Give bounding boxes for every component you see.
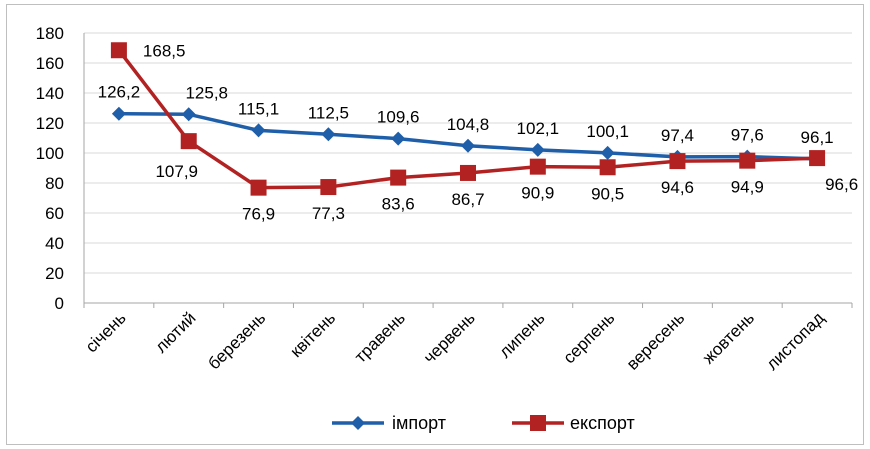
chart-frame: [6, 4, 864, 445]
data-label-export: 168,5: [143, 41, 186, 60]
y-tick-label: 140: [36, 84, 64, 103]
square-marker: [250, 179, 267, 196]
square-marker: [460, 164, 476, 181]
diamond-marker: [461, 138, 475, 153]
data-label-import: 112,5: [308, 103, 349, 122]
y-tick-label: 20: [45, 264, 64, 283]
gridlines: [84, 32, 852, 274]
x-tick-label: листопад: [762, 308, 827, 373]
axes: [83, 33, 853, 308]
x-tick-labels: січень лютий березень квітень травень червень…: [82, 308, 828, 374]
diamond-marker: [111, 106, 126, 121]
data-labels: 126,2 125,8 115,1 112,5 109,6 104,8 102,1 100,1…: [98, 41, 859, 223]
data-label-import: 100,1: [586, 122, 629, 141]
y-tick-labels: 0 20 40 60 80 100 120 140 160 180: [36, 24, 64, 313]
legend-square-marker: [530, 415, 546, 431]
square-marker: [809, 150, 826, 167]
data-label-export: 83,6: [382, 195, 415, 214]
x-tick-label: травень: [351, 308, 409, 366]
series-markers: [110, 42, 826, 196]
y-tick-label: 120: [36, 114, 64, 133]
square-marker: [529, 158, 546, 175]
data-label-import: 125,8: [185, 83, 228, 102]
y-tick-label: 180: [36, 24, 64, 43]
square-marker: [110, 42, 127, 59]
legend: імпорт експорт: [332, 413, 635, 433]
square-marker: [390, 169, 407, 186]
x-tick-label: лютий: [151, 308, 199, 356]
data-label-export: 94,6: [661, 178, 694, 197]
data-label-export: 90,5: [591, 184, 624, 203]
y-tick-label: 160: [36, 54, 64, 73]
square-marker: [739, 152, 756, 169]
data-label-export: 86,7: [451, 190, 484, 209]
legend-diamond-marker: [351, 416, 365, 430]
data-label-import: 97,6: [731, 126, 764, 145]
square-marker: [669, 153, 686, 170]
x-tick-label: вересень: [623, 308, 688, 373]
y-tick-label: 60: [45, 204, 64, 223]
square-marker: [599, 159, 616, 176]
y-tick-label: 40: [45, 234, 64, 253]
x-tick-label: березень: [204, 308, 269, 373]
y-tick-label: 80: [45, 174, 64, 193]
data-label-import: 97,4: [661, 126, 694, 145]
diamond-marker: [600, 145, 615, 160]
legend-label-1: експорт: [570, 413, 635, 433]
y-tick-label: 100: [36, 144, 64, 163]
square-marker: [320, 179, 337, 196]
data-label-import: 126,2: [98, 83, 141, 102]
square-marker: [180, 133, 197, 150]
x-tick-label: липень: [495, 308, 548, 361]
x-tick-label: жовтень: [699, 308, 758, 367]
data-label-import: 96,1: [801, 128, 834, 147]
data-label-export: 94,9: [731, 178, 764, 197]
data-label-import: 109,6: [377, 108, 420, 127]
x-tick-label: червень: [420, 308, 479, 367]
data-label-export: 107,9: [155, 162, 198, 181]
data-label-export: 90,9: [521, 184, 554, 203]
data-label-import: 102,1: [517, 119, 560, 138]
data-label-import: 115,1: [238, 99, 279, 118]
x-tick-label: квітень: [286, 308, 339, 361]
data-label-import: 104,8: [447, 115, 490, 134]
y-tick-label: 0: [55, 294, 64, 313]
diamond-marker: [530, 142, 545, 157]
data-label-export: 76,9: [242, 205, 275, 224]
diamond-marker: [181, 107, 196, 122]
x-tick-label: січень: [82, 308, 130, 356]
diamond-marker: [251, 123, 266, 138]
diamond-marker: [321, 127, 336, 142]
data-label-export: 77,3: [312, 204, 345, 223]
x-tick-label: серпень: [560, 308, 619, 367]
legend-label-0: імпорт: [392, 413, 446, 433]
data-label-export: 96,6: [825, 175, 858, 194]
diamond-marker: [391, 131, 406, 146]
